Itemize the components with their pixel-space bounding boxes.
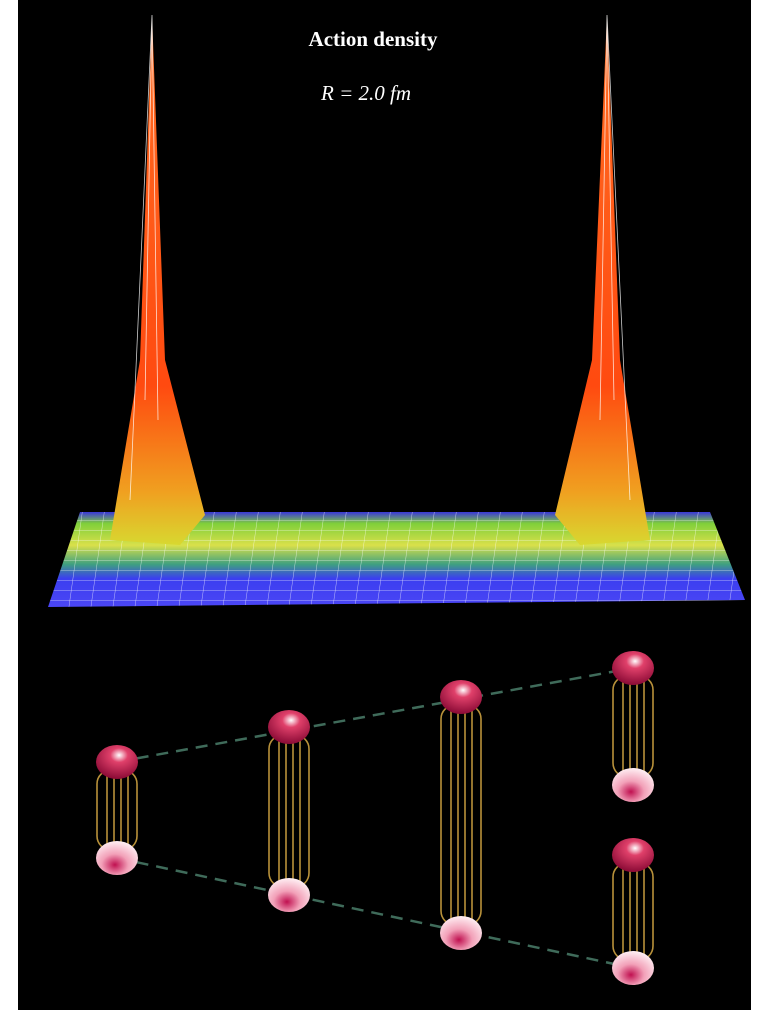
quark — [612, 838, 654, 872]
subtitle: R = 2.0 fm — [320, 81, 411, 105]
figure: Action density R = 2.0 fm — [0, 0, 757, 1019]
quark — [440, 680, 482, 714]
title: Action density — [309, 27, 438, 51]
antiquark — [440, 916, 482, 950]
antiquark — [268, 878, 310, 912]
quark — [96, 745, 138, 779]
quark — [612, 651, 654, 685]
antiquark — [612, 768, 654, 802]
antiquark — [612, 951, 654, 985]
page: Action density R = 2.0 fm — [0, 0, 757, 1019]
antiquark — [96, 841, 138, 875]
quark — [268, 710, 310, 744]
